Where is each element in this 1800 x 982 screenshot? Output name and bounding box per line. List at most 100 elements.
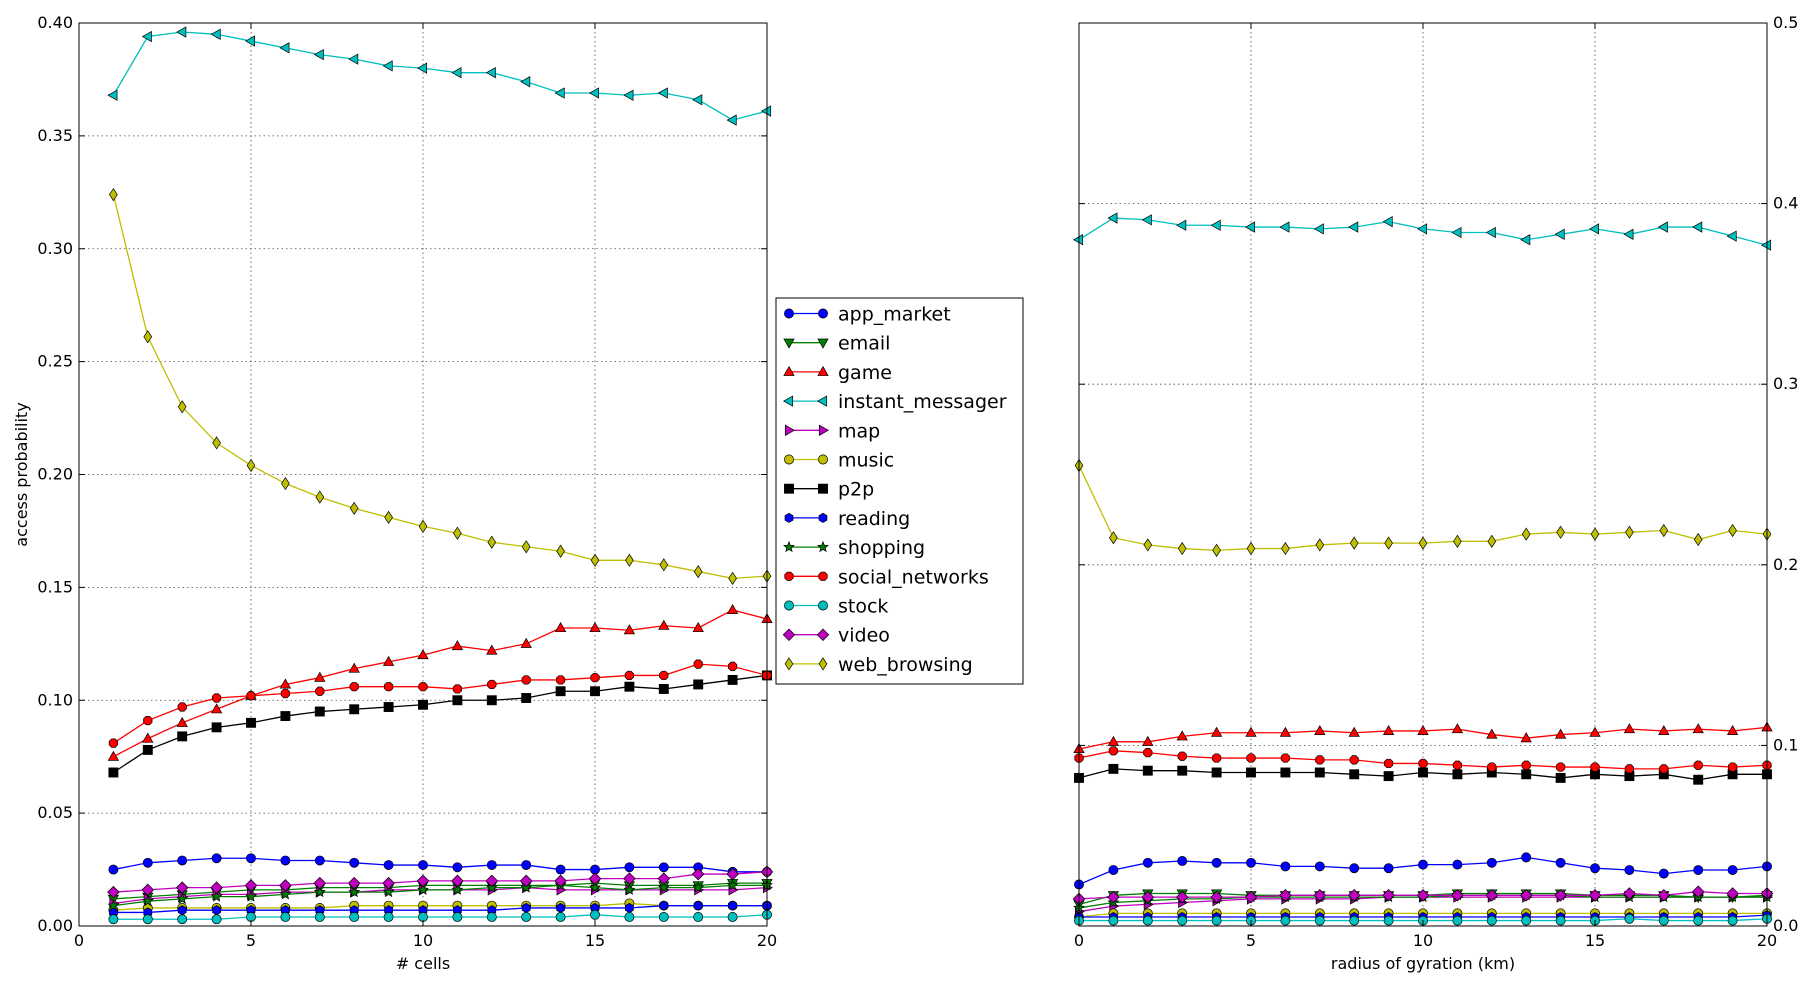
data-point bbox=[1383, 771, 1394, 782]
data-point bbox=[108, 914, 119, 925]
data-point bbox=[1108, 915, 1119, 926]
series-social-networks bbox=[108, 659, 772, 748]
data-point bbox=[107, 750, 120, 761]
data-point bbox=[141, 883, 155, 897]
data-point bbox=[554, 622, 567, 633]
data-point bbox=[1246, 767, 1256, 778]
data-point bbox=[1349, 755, 1359, 765]
series-instant-messager bbox=[1072, 212, 1772, 251]
data-point bbox=[1519, 889, 1533, 902]
data-point bbox=[1280, 767, 1291, 778]
data-point bbox=[1452, 859, 1463, 870]
data-point bbox=[314, 912, 325, 922]
data-point bbox=[485, 874, 499, 888]
series-map bbox=[109, 881, 774, 910]
data-point bbox=[659, 900, 669, 911]
data-point bbox=[1693, 774, 1704, 785]
series-app-market bbox=[1074, 852, 1772, 890]
data-point bbox=[1521, 852, 1532, 863]
data-point bbox=[760, 105, 772, 117]
data-point bbox=[1244, 221, 1256, 233]
series-line bbox=[113, 857, 767, 873]
y-tick-label: 0.4 bbox=[1773, 194, 1798, 213]
data-point bbox=[657, 881, 670, 893]
x-tick-label: 10 bbox=[1413, 931, 1433, 950]
legend-marker bbox=[817, 540, 829, 553]
legend-label: instant_messager bbox=[838, 391, 1007, 413]
x-tick-label: 5 bbox=[246, 931, 256, 950]
data-point bbox=[1726, 230, 1737, 242]
data-point bbox=[451, 874, 464, 888]
data-point bbox=[692, 622, 704, 633]
series-line bbox=[112, 194, 768, 580]
legend-label: web_browsing bbox=[838, 654, 973, 676]
x-tick-label: 5 bbox=[1246, 931, 1256, 950]
data-point bbox=[1418, 767, 1428, 778]
series-game bbox=[1073, 721, 1773, 754]
data-point bbox=[417, 649, 429, 660]
y-tick-label: 0.10 bbox=[37, 690, 73, 709]
data-point bbox=[1211, 753, 1222, 763]
y-tick-label: 0.1 bbox=[1773, 735, 1798, 754]
data-point bbox=[1418, 536, 1428, 550]
data-point bbox=[1313, 889, 1327, 902]
data-point bbox=[590, 909, 600, 920]
legend-item-p2p: p2p bbox=[784, 479, 874, 501]
data-point bbox=[280, 912, 291, 922]
data-point bbox=[1726, 887, 1739, 900]
data-point bbox=[727, 912, 738, 922]
data-point bbox=[1279, 726, 1292, 737]
data-point bbox=[244, 35, 256, 47]
data-point bbox=[176, 26, 187, 38]
data-point bbox=[1693, 532, 1703, 547]
data-point bbox=[728, 571, 737, 585]
legend-marker bbox=[784, 308, 794, 319]
data-point bbox=[1590, 762, 1600, 772]
data-point bbox=[108, 738, 119, 748]
data-point bbox=[1624, 913, 1635, 924]
data-point bbox=[1281, 541, 1290, 556]
data-point bbox=[382, 876, 395, 890]
data-point bbox=[141, 30, 152, 43]
data-point bbox=[279, 888, 292, 900]
data-point bbox=[554, 87, 565, 99]
data-point bbox=[1520, 234, 1531, 246]
data-point bbox=[211, 914, 222, 925]
legend-label: reading bbox=[838, 508, 910, 530]
data-point bbox=[1072, 234, 1084, 246]
legend-item-stock: stock bbox=[784, 596, 888, 618]
data-point bbox=[555, 686, 566, 697]
series-p2p bbox=[108, 670, 772, 778]
data-point bbox=[1726, 724, 1739, 735]
data-point bbox=[313, 48, 324, 61]
legend-marker bbox=[818, 308, 828, 319]
data-point bbox=[1383, 863, 1394, 874]
data-point bbox=[1451, 889, 1464, 902]
data-point bbox=[486, 912, 497, 922]
legend-label: email bbox=[838, 333, 890, 355]
data-point bbox=[279, 42, 290, 54]
legend-marker bbox=[818, 512, 828, 523]
data-point bbox=[1451, 226, 1462, 239]
data-point bbox=[280, 688, 290, 699]
data-point bbox=[1657, 889, 1671, 902]
data-point bbox=[487, 679, 497, 690]
y-tick-label: 0.15 bbox=[37, 577, 73, 596]
data-point bbox=[726, 879, 739, 891]
x-tick-label: 0 bbox=[1074, 931, 1084, 950]
data-point bbox=[1658, 915, 1669, 926]
data-point bbox=[658, 684, 669, 694]
y-tick-label: 0.05 bbox=[37, 803, 73, 822]
data-point bbox=[212, 905, 221, 916]
data-point bbox=[555, 864, 566, 875]
data-point bbox=[623, 624, 636, 635]
data-point bbox=[1246, 857, 1256, 868]
series-line bbox=[112, 31, 768, 121]
data-point bbox=[349, 682, 359, 692]
data-point bbox=[177, 731, 188, 742]
data-point bbox=[452, 684, 462, 694]
legend-marker bbox=[818, 600, 828, 611]
data-point bbox=[1416, 223, 1428, 235]
data-point bbox=[1693, 865, 1704, 875]
chart-panel-2: 0 5 10 15 200.0 0.1 0.2 0.3 0.4 0.5 radius of gyra… bbox=[1072, 13, 1798, 973]
